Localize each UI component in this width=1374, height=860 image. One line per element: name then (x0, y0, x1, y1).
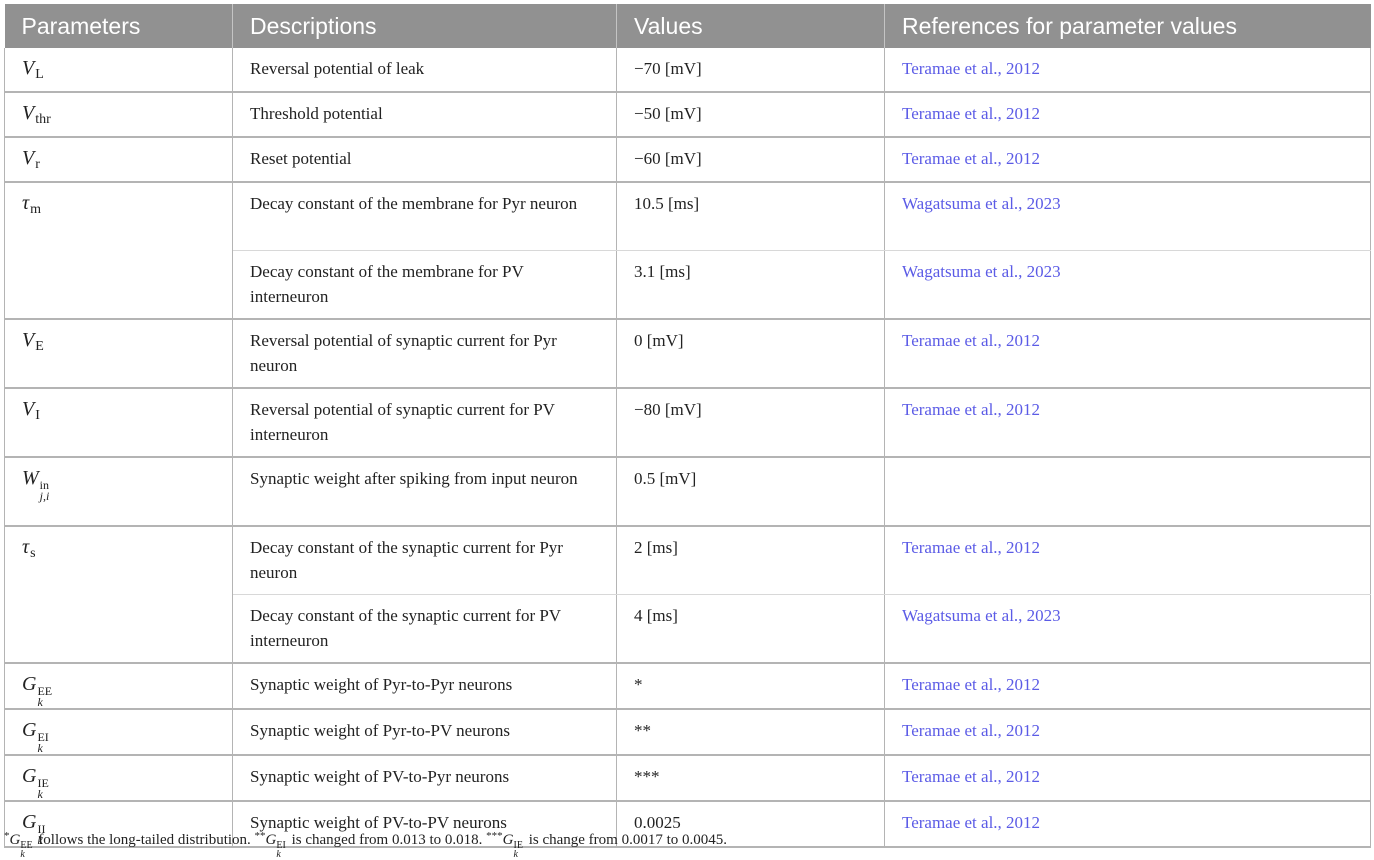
header-values: Values (616, 4, 885, 48)
value-cell: 0.5 [mV] (616, 457, 885, 527)
reference-link[interactable]: Wagatsuma et al., 2023 (884, 250, 1371, 320)
table-row: G EI k Synaptic weight of Pyr-to-PV neuron… (4, 709, 1371, 756)
param-cell: G IE k (4, 755, 233, 802)
header-row: Parameters Descriptions Values Reference… (4, 4, 1371, 48)
value-cell: −50 [mV] (616, 92, 885, 138)
reference-link[interactable]: Teramae et al., 2012 (884, 137, 1371, 183)
footnote-mark: ** (254, 830, 266, 842)
footnote-text: is change from 0.0017 to 0.0045. (524, 832, 728, 848)
value-cell: 10.5 [ms] (616, 182, 885, 251)
reference-link[interactable]: Teramae et al., 2012 (884, 801, 1371, 848)
footnote-symbol: G (265, 832, 277, 848)
table-row: τs Decay constant of the synaptic curren… (4, 526, 1371, 664)
table-row: G II k Synaptic weight of PV-to-PV neurons… (4, 801, 1371, 848)
description-cell: Reversal potential of synaptic current f… (232, 388, 617, 458)
description-cell: Threshold potential (232, 92, 617, 138)
value-cell: 4 [ms] (616, 594, 885, 664)
value-cell: 0 [mV] (616, 319, 885, 389)
description-cell: Reversal potential of synaptic current f… (232, 319, 617, 389)
value-cell: *** (616, 755, 885, 802)
param-cell: Vthr (4, 92, 233, 138)
table-row: Decay constant of the membrane for PV in… (5, 250, 1371, 320)
description-cell: Reversal potential of leak (232, 48, 617, 93)
value-cell: * (616, 663, 885, 710)
description-cell: Synaptic weight after spiking from input… (232, 457, 617, 527)
value-cell: ** (616, 709, 885, 756)
value-cell: 0.0025 (616, 801, 885, 848)
footnote-text: is changed from 0.013 to 0.018. (287, 832, 487, 848)
reference-link[interactable]: Teramae et al., 2012 (884, 388, 1371, 458)
reference-link (884, 457, 1371, 527)
footnote-text: follows the long-tailed distribution. (34, 832, 255, 848)
table-row: G EE k Synaptic weight of Pyr-to-Pyr neuro… (4, 663, 1371, 710)
table-row: τm Decay constant of the membrane for Py… (4, 182, 1371, 320)
reference-link[interactable]: Wagatsuma et al., 2023 (884, 594, 1371, 664)
footnote-symbol: G (9, 832, 21, 848)
table-row: G IE k Synaptic weight of PV-to-Pyr neuron… (4, 755, 1371, 802)
description-cell: Synaptic weight of PV-to-PV neurons (232, 801, 617, 848)
reference-link[interactable]: Teramae et al., 2012 (884, 709, 1371, 756)
footnote-mark: * (4, 830, 10, 842)
reference-link[interactable]: Teramae et al., 2012 (884, 526, 1371, 595)
reference-link[interactable]: Teramae et al., 2012 (884, 663, 1371, 710)
reference-link[interactable]: Wagatsuma et al., 2023 (884, 182, 1371, 251)
param-cell: VI (4, 388, 233, 458)
param-cell: VL (4, 48, 233, 93)
param-cell: τs (4, 526, 233, 664)
param-cell: VE (4, 319, 233, 389)
param-cell: τm (4, 182, 233, 320)
table-row: VL Reversal potential of leak −70 [mV] T… (4, 48, 1371, 93)
footnote-mark: *** (486, 830, 503, 842)
reference-link[interactable]: Teramae et al., 2012 (884, 755, 1371, 802)
value-cell: 2 [ms] (616, 526, 885, 595)
header-parameters: Parameters (4, 4, 233, 48)
parameter-table: Parameters Descriptions Values Reference… (4, 4, 1371, 848)
table-row: VI Reversal potential of synaptic curren… (4, 388, 1371, 458)
param-cell: G II k (4, 801, 233, 848)
description-cell: Synaptic weight of PV-to-Pyr neurons (232, 755, 617, 802)
description-cell: Reset potential (232, 137, 617, 183)
table-row: Vr Reset potential −60 [mV] Teramae et a… (4, 137, 1371, 183)
header-references: References for parameter values (884, 4, 1371, 48)
param-cell: G EE k (4, 663, 233, 710)
table-row: Decay constant of the synaptic current f… (5, 594, 1371, 664)
reference-link[interactable]: Teramae et al., 2012 (884, 319, 1371, 389)
param-cell: G EI k (4, 709, 233, 756)
footnote-symbol: G (502, 832, 514, 848)
reference-link[interactable]: Teramae et al., 2012 (884, 92, 1371, 138)
description-cell: Decay constant of the membrane for Pyr n… (232, 182, 617, 251)
table-row: Vthr Threshold potential −50 [mV] Terama… (4, 92, 1371, 138)
table-footnote: *G EE k follows the long-tailed distributi… (4, 830, 728, 860)
value-cell: −80 [mV] (616, 388, 885, 458)
value-cell: −60 [mV] (616, 137, 885, 183)
header-descriptions: Descriptions (232, 4, 617, 48)
description-cell: Synaptic weight of Pyr-to-Pyr neurons (232, 663, 617, 710)
reference-link[interactable]: Teramae et al., 2012 (884, 48, 1371, 93)
value-cell: 3.1 [ms] (616, 250, 885, 320)
table-row: VE Reversal potential of synaptic curren… (4, 319, 1371, 389)
description-cell: Decay constant of the synaptic current f… (232, 594, 617, 664)
param-cell: Vr (4, 137, 233, 183)
description-cell: Synaptic weight of Pyr-to-PV neurons (232, 709, 617, 756)
description-cell: Decay constant of the synaptic current f… (232, 526, 617, 595)
description-cell: Decay constant of the membrane for PV in… (232, 250, 617, 320)
value-cell: −70 [mV] (616, 48, 885, 93)
